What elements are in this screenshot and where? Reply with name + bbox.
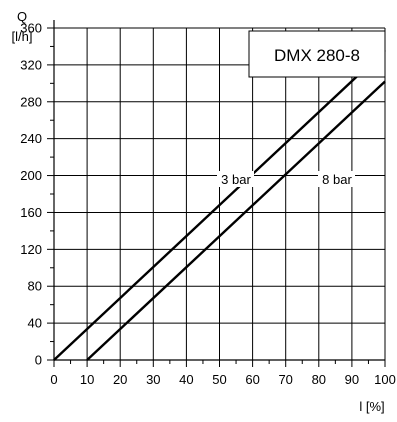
x-tick-label-80: 80 xyxy=(312,372,326,387)
y-tick-label-320: 320 xyxy=(20,57,42,72)
y-tick-label-160: 160 xyxy=(20,205,42,220)
series-line-3-bar xyxy=(53,49,386,361)
x-tick-label-60: 60 xyxy=(245,372,259,387)
y-tick-label-80: 80 xyxy=(28,279,42,294)
x-tick-label-100: 100 xyxy=(374,372,396,387)
y-tick-label-240: 240 xyxy=(20,131,42,146)
y-axis-symbol: Q xyxy=(17,9,27,24)
series-lines xyxy=(53,49,386,361)
y-tick-label-280: 280 xyxy=(20,94,42,109)
y-tick-label-120: 120 xyxy=(20,242,42,257)
annotation-8bar: 8 bar xyxy=(322,172,352,187)
tick-labels: 0 10 20 30 40 50 60 70 80 90 100 0 40 80 120 160 200 240 2… xyxy=(20,21,396,388)
title-background xyxy=(248,30,386,78)
annotation-3bar-bg xyxy=(217,171,254,187)
x-tick-label-50: 50 xyxy=(212,372,226,387)
annotation-3bar: 3 bar xyxy=(221,172,251,187)
grid xyxy=(54,27,386,360)
x-tick-label-40: 40 xyxy=(179,372,193,387)
x-tick-label-20: 20 xyxy=(113,372,127,387)
title-box: DMX 280-8 xyxy=(248,30,386,78)
y-tick-label-0: 0 xyxy=(35,353,42,368)
x-axis-label: l [%] xyxy=(359,399,384,414)
y-tick-label-200: 200 xyxy=(20,168,42,183)
y-axis-unit: [l/h] xyxy=(12,29,33,44)
y-tick-label-360: 360 xyxy=(20,21,42,36)
y-tick-label-40: 40 xyxy=(28,316,42,331)
x-tick-label-70: 70 xyxy=(278,372,292,387)
axes xyxy=(47,20,386,367)
annotation-8bar-bg xyxy=(318,171,355,187)
x-tick-label-30: 30 xyxy=(146,372,160,387)
series-line-8-bar xyxy=(86,80,386,361)
x-tick-label-10: 10 xyxy=(80,372,94,387)
x-tick-label-90: 90 xyxy=(345,372,359,387)
x-tick-label-0: 0 xyxy=(50,372,57,387)
chart-title: DMX 280-8 xyxy=(274,46,360,65)
